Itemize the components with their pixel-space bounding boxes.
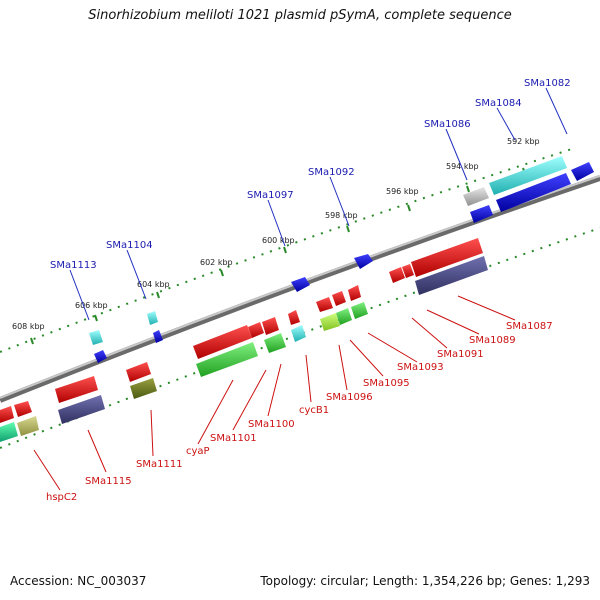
gene-sma1111-feature[interactable] xyxy=(130,378,157,399)
lower-leaders xyxy=(33,295,516,491)
gene-label-sma1115[interactable]: SMa1115 xyxy=(85,476,132,487)
gene-label-sma1096[interactable]: SMa1096 xyxy=(326,392,373,403)
tick-label-602: 602 kbp xyxy=(200,258,233,267)
accession-text: Accession: NC_003037 xyxy=(10,574,147,588)
gene-hspc2-feature[interactable] xyxy=(0,422,18,442)
gene-left-red-2[interactable] xyxy=(14,401,32,417)
gene-sma1101-feature[interactable] xyxy=(196,342,258,377)
tick-label-598: 598 kbp xyxy=(325,211,358,220)
gene-sma1100-feature[interactable] xyxy=(264,333,286,353)
gene-red-small-c[interactable] xyxy=(288,310,300,325)
gene-label-cyap[interactable]: cyaP xyxy=(186,446,210,457)
gene-sma1104-feature[interactable] xyxy=(147,311,158,325)
gene-label-sma1092[interactable]: SMa1092 xyxy=(308,167,355,178)
gene-sma1096-red[interactable] xyxy=(316,297,333,312)
gene-label-sma1093[interactable]: SMa1093 xyxy=(397,362,444,373)
gene-label-sma1089[interactable]: SMa1089 xyxy=(469,335,516,346)
gene-sma1093-red[interactable] xyxy=(348,285,361,301)
gene-label-sma1087[interactable]: SMa1087 xyxy=(506,321,553,332)
tick-label-606: 606 kbp xyxy=(75,301,108,310)
upper-features xyxy=(89,156,594,363)
gene-label-sma1086[interactable]: SMa1086 xyxy=(424,119,471,130)
gene-sma1084-arrow[interactable] xyxy=(496,173,571,212)
gene-label-sma1100[interactable]: SMa1100 xyxy=(248,419,295,430)
gene-sma1111-red[interactable] xyxy=(126,362,151,382)
gene-label-sma1084[interactable]: SMa1084 xyxy=(475,98,522,109)
gene-label-sma1101[interactable]: SMa1101 xyxy=(210,433,257,444)
gene-label-cycb1[interactable]: cycB1 xyxy=(299,405,329,416)
lower-features xyxy=(0,238,488,442)
gene-left-red-1[interactable] xyxy=(0,406,14,423)
gene-sma1086-arrow[interactable] xyxy=(470,205,493,223)
gene-sma1091-red-2[interactable] xyxy=(402,264,414,278)
gene-sma1082-feature[interactable] xyxy=(571,162,594,181)
gene-label-sma1082[interactable]: SMa1082 xyxy=(524,78,571,89)
gene-sma1086-feature[interactable] xyxy=(463,187,489,206)
gene-label-sma1095[interactable]: SMa1095 xyxy=(363,378,410,389)
tick-label-594: 594 kbp xyxy=(446,162,479,171)
gene-sma1089-feature[interactable] xyxy=(411,238,483,277)
gene-smа1113-feature[interactable] xyxy=(89,330,103,345)
upper-tick-track xyxy=(0,147,576,353)
tick-label-608: 608 kbp xyxy=(12,322,45,331)
gene-sma1092-feature[interactable] xyxy=(354,254,373,269)
gene-sma1097-feature[interactable] xyxy=(291,277,310,292)
summary-text: Topology: circular; Length: 1,354,226 bp… xyxy=(260,574,590,588)
gene-label-sma1104[interactable]: SMa1104 xyxy=(106,240,153,251)
gene-sma1095-red[interactable] xyxy=(332,291,346,306)
gene-sma1113-arrow[interactable] xyxy=(94,350,107,363)
upper-leaders xyxy=(69,87,568,321)
gene-sma1084-feature[interactable] xyxy=(489,156,567,195)
map-title: Sinorhizobium meliloti 1021 plasmid pSym… xyxy=(88,8,512,23)
gene-label-sma1113[interactable]: SMa1113 xyxy=(50,260,97,271)
tick-label-600: 600 kbp xyxy=(262,236,295,245)
gene-label-sma1097[interactable]: SMa1097 xyxy=(247,190,294,201)
gene-cyap-feature[interactable] xyxy=(193,325,252,359)
tick-label-604: 604 kbp xyxy=(137,280,170,289)
gene-label-sma1111[interactable]: SMa1111 xyxy=(136,459,183,470)
gene-sma1104-arrow[interactable] xyxy=(153,330,163,343)
gene-cycb1-feature[interactable] xyxy=(291,325,306,342)
gene-sma1093-feature[interactable] xyxy=(351,302,368,319)
gene-red-small-b[interactable] xyxy=(262,317,279,335)
gene-label-hspc2[interactable]: hspC2 xyxy=(46,492,77,503)
gene-label-sma1091[interactable]: SMa1091 xyxy=(437,349,484,360)
gene-sma1095-feature[interactable] xyxy=(336,308,352,325)
gene-sma1115-red[interactable] xyxy=(55,376,98,403)
gene-sma1091-red[interactable] xyxy=(389,267,405,283)
gene-sma1087-feature[interactable] xyxy=(415,256,488,295)
gene-red-small-a[interactable] xyxy=(248,322,264,338)
gene-sma1115-feature[interactable] xyxy=(58,395,105,424)
gene-hspc2-khaki[interactable] xyxy=(17,416,39,436)
gene-sma1096-feature[interactable] xyxy=(320,313,340,331)
tick-label-596: 596 kbp xyxy=(386,187,419,196)
tick-label-592: 592 kbp xyxy=(507,137,540,146)
